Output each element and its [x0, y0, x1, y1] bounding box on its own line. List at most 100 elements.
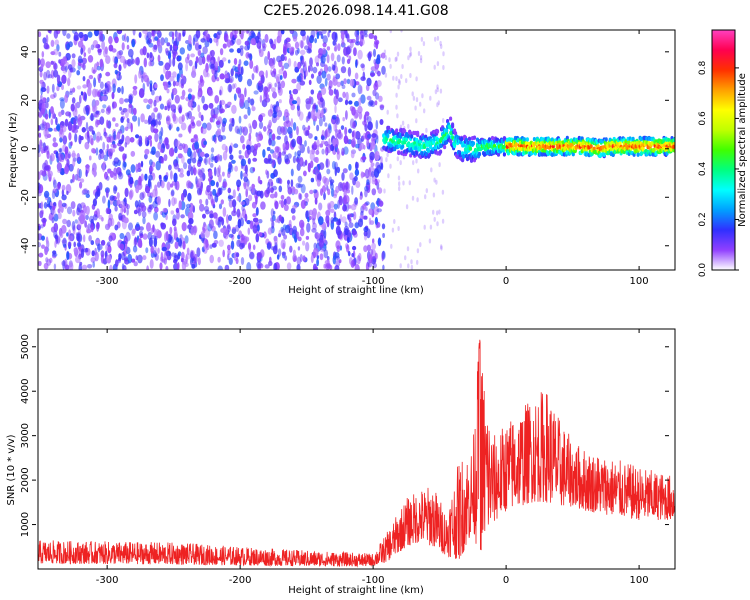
noise-blob	[241, 205, 245, 212]
noise-blob	[398, 181, 401, 187]
noise-blob	[67, 121, 73, 132]
y-tick-label: 3000	[20, 423, 31, 448]
noise-blob	[153, 99, 157, 107]
noise-blob	[42, 37, 47, 44]
noise-blob	[278, 99, 282, 104]
noise-blob	[279, 75, 283, 80]
noise-blob	[235, 257, 239, 265]
noise-blob	[291, 138, 296, 148]
noise-blob	[148, 195, 153, 203]
noise-blob	[282, 46, 287, 56]
noise-blob	[210, 49, 215, 57]
noise-blob	[309, 189, 314, 195]
noise-blob	[106, 119, 109, 128]
noise-blob	[149, 52, 153, 59]
noise-blob	[247, 158, 251, 165]
noise-blob	[289, 30, 295, 35]
noise-blob	[176, 210, 180, 220]
noise-blob	[324, 77, 328, 87]
noise-blob	[405, 78, 408, 84]
noise-blob	[41, 170, 47, 177]
noise-blob	[40, 224, 44, 229]
noise-blob	[419, 55, 423, 60]
noise-blob	[228, 123, 233, 132]
noise-blob	[137, 116, 141, 127]
noise-blob	[248, 133, 252, 142]
noise-blob	[289, 245, 293, 253]
noise-blob	[355, 34, 360, 42]
noise-blob	[222, 249, 225, 258]
noise-blob	[346, 78, 351, 85]
noise-blob	[124, 187, 129, 198]
noise-blob	[361, 35, 364, 40]
noise-blob	[296, 82, 301, 91]
noise-blob	[352, 230, 358, 236]
noise-blob	[184, 235, 189, 244]
noise-blob	[352, 245, 357, 251]
noise-blob	[238, 155, 245, 160]
noise-blob	[300, 222, 305, 230]
noise-blob	[342, 204, 347, 212]
noise-blob	[106, 136, 111, 143]
noise-blob	[154, 83, 158, 89]
noise-blob	[362, 203, 366, 210]
noise-blob	[326, 46, 331, 51]
noise-blob	[389, 63, 392, 69]
noise-blob	[323, 192, 326, 201]
noise-blob	[252, 244, 256, 251]
noise-blob	[172, 87, 178, 96]
noise-blob	[167, 98, 172, 105]
noise-blob	[244, 40, 250, 46]
noise-blob	[114, 205, 118, 212]
noise-blob	[329, 265, 333, 270]
noise-blob	[347, 204, 352, 209]
noise-blob	[169, 76, 175, 82]
noise-blob	[84, 132, 90, 140]
noise-blob	[213, 240, 219, 245]
noise-blob	[71, 124, 75, 133]
noise-blob	[347, 250, 351, 257]
noise-blob	[192, 37, 196, 46]
noise-blob	[118, 64, 122, 72]
noise-blob	[351, 130, 355, 138]
noise-blob	[180, 95, 185, 100]
noise-blob	[208, 219, 214, 229]
noise-blob	[110, 148, 116, 153]
noise-blob	[112, 55, 116, 63]
noise-blob	[171, 31, 175, 40]
noise-blob	[252, 148, 257, 157]
noise-blob	[203, 68, 209, 78]
noise-blob	[318, 71, 322, 77]
noise-blob	[354, 197, 358, 205]
noise-blob	[236, 179, 242, 188]
noise-blob	[159, 262, 163, 270]
noise-blob	[434, 89, 438, 95]
noise-blob	[102, 195, 106, 204]
noise-blob	[272, 185, 277, 191]
noise-blob	[299, 193, 303, 200]
noise-blob	[108, 44, 114, 52]
noise-blob	[68, 132, 72, 141]
noise-blob	[438, 209, 441, 215]
noise-blob	[92, 112, 98, 118]
noise-blob	[195, 56, 199, 64]
noise-blob	[191, 263, 196, 269]
noise-blob	[64, 94, 69, 103]
noise-blob	[321, 185, 327, 193]
noise-blob	[270, 139, 276, 147]
noise-blob	[149, 181, 152, 190]
signal-blob	[490, 135, 495, 141]
noise-blob	[375, 161, 380, 169]
noise-blob	[47, 170, 53, 178]
noise-blob	[53, 201, 57, 207]
noise-blob	[247, 53, 252, 58]
noise-blob	[271, 133, 276, 141]
noise-blob	[238, 115, 242, 124]
noise-blob	[164, 37, 169, 44]
noise-blob	[252, 167, 256, 172]
noise-blob	[325, 215, 330, 224]
noise-blob	[313, 247, 319, 257]
noise-blob	[77, 40, 84, 48]
noise-blob	[56, 74, 61, 85]
noise-blob	[324, 122, 328, 127]
